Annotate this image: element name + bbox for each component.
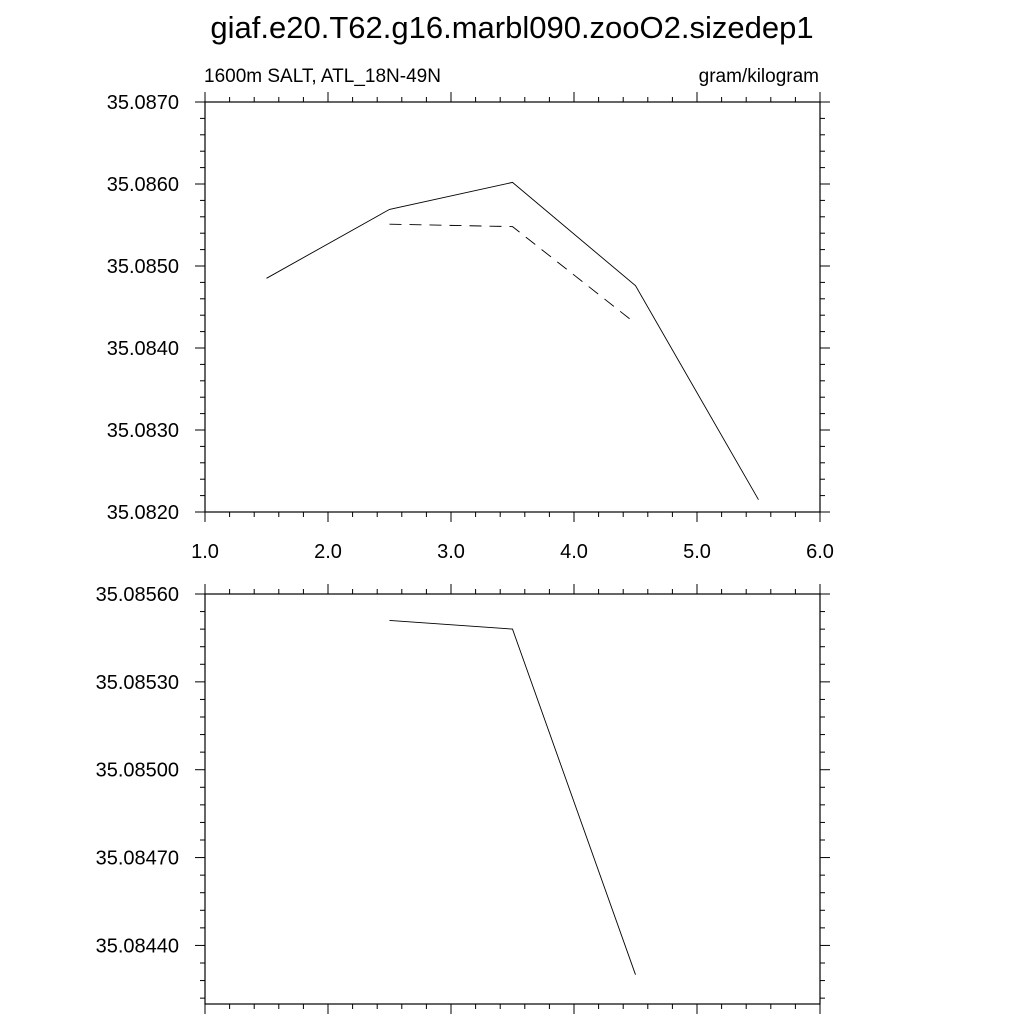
top-y-tick-label: 35.0820 [107, 502, 179, 524]
top-y-tick-label: 35.0850 [107, 256, 179, 278]
top-plot-frame [204, 101, 821, 513]
top-x-tick-label: 5.0 [683, 541, 711, 563]
top-panel-left-label: 1600m SALT, ATL_18N-49N [204, 66, 441, 87]
top-y-tick-label: 35.0840 [107, 338, 179, 360]
top-series-line-dashed [389, 223, 636, 324]
bottom-y-tick-label: 35.08440 [96, 935, 179, 957]
bottom-y-tick-label: 35.08560 [96, 584, 179, 606]
bottom-y-tick-label: 35.08500 [96, 760, 179, 782]
bottom-series-line-solid [389, 619, 636, 975]
top-panel: 1600m SALT, ATL_18N-49N gram/kilogram 35… [107, 66, 834, 563]
top-y-tick-label: 35.0830 [107, 420, 179, 442]
bottom-y-tick-label: 35.08470 [96, 848, 179, 870]
top-x-tick-label: 4.0 [560, 541, 588, 563]
top-x-tick-label: 6.0 [806, 541, 834, 563]
top-x-tick-label: 2.0 [314, 541, 342, 563]
top-panel-right-label: gram/kilogram [699, 66, 819, 87]
bottom-y-tick-label: 35.08530 [96, 672, 179, 694]
top-x-tick-label: 3.0 [437, 541, 465, 563]
top-y-tick-label: 35.0860 [107, 174, 179, 196]
top-series-line-solid [266, 181, 759, 500]
top-y-tick-label: 35.0870 [107, 92, 179, 114]
chart-title: giaf.e20.T62.g16.marbl090.zooO2.sizedep1 [210, 10, 813, 45]
top-x-tick-label: 1.0 [191, 541, 219, 563]
bottom-panel: 35.08440 35.08470 35.08500 35.08530 35.08560 [96, 584, 830, 1014]
bottom-plot-frame [204, 593, 821, 1005]
